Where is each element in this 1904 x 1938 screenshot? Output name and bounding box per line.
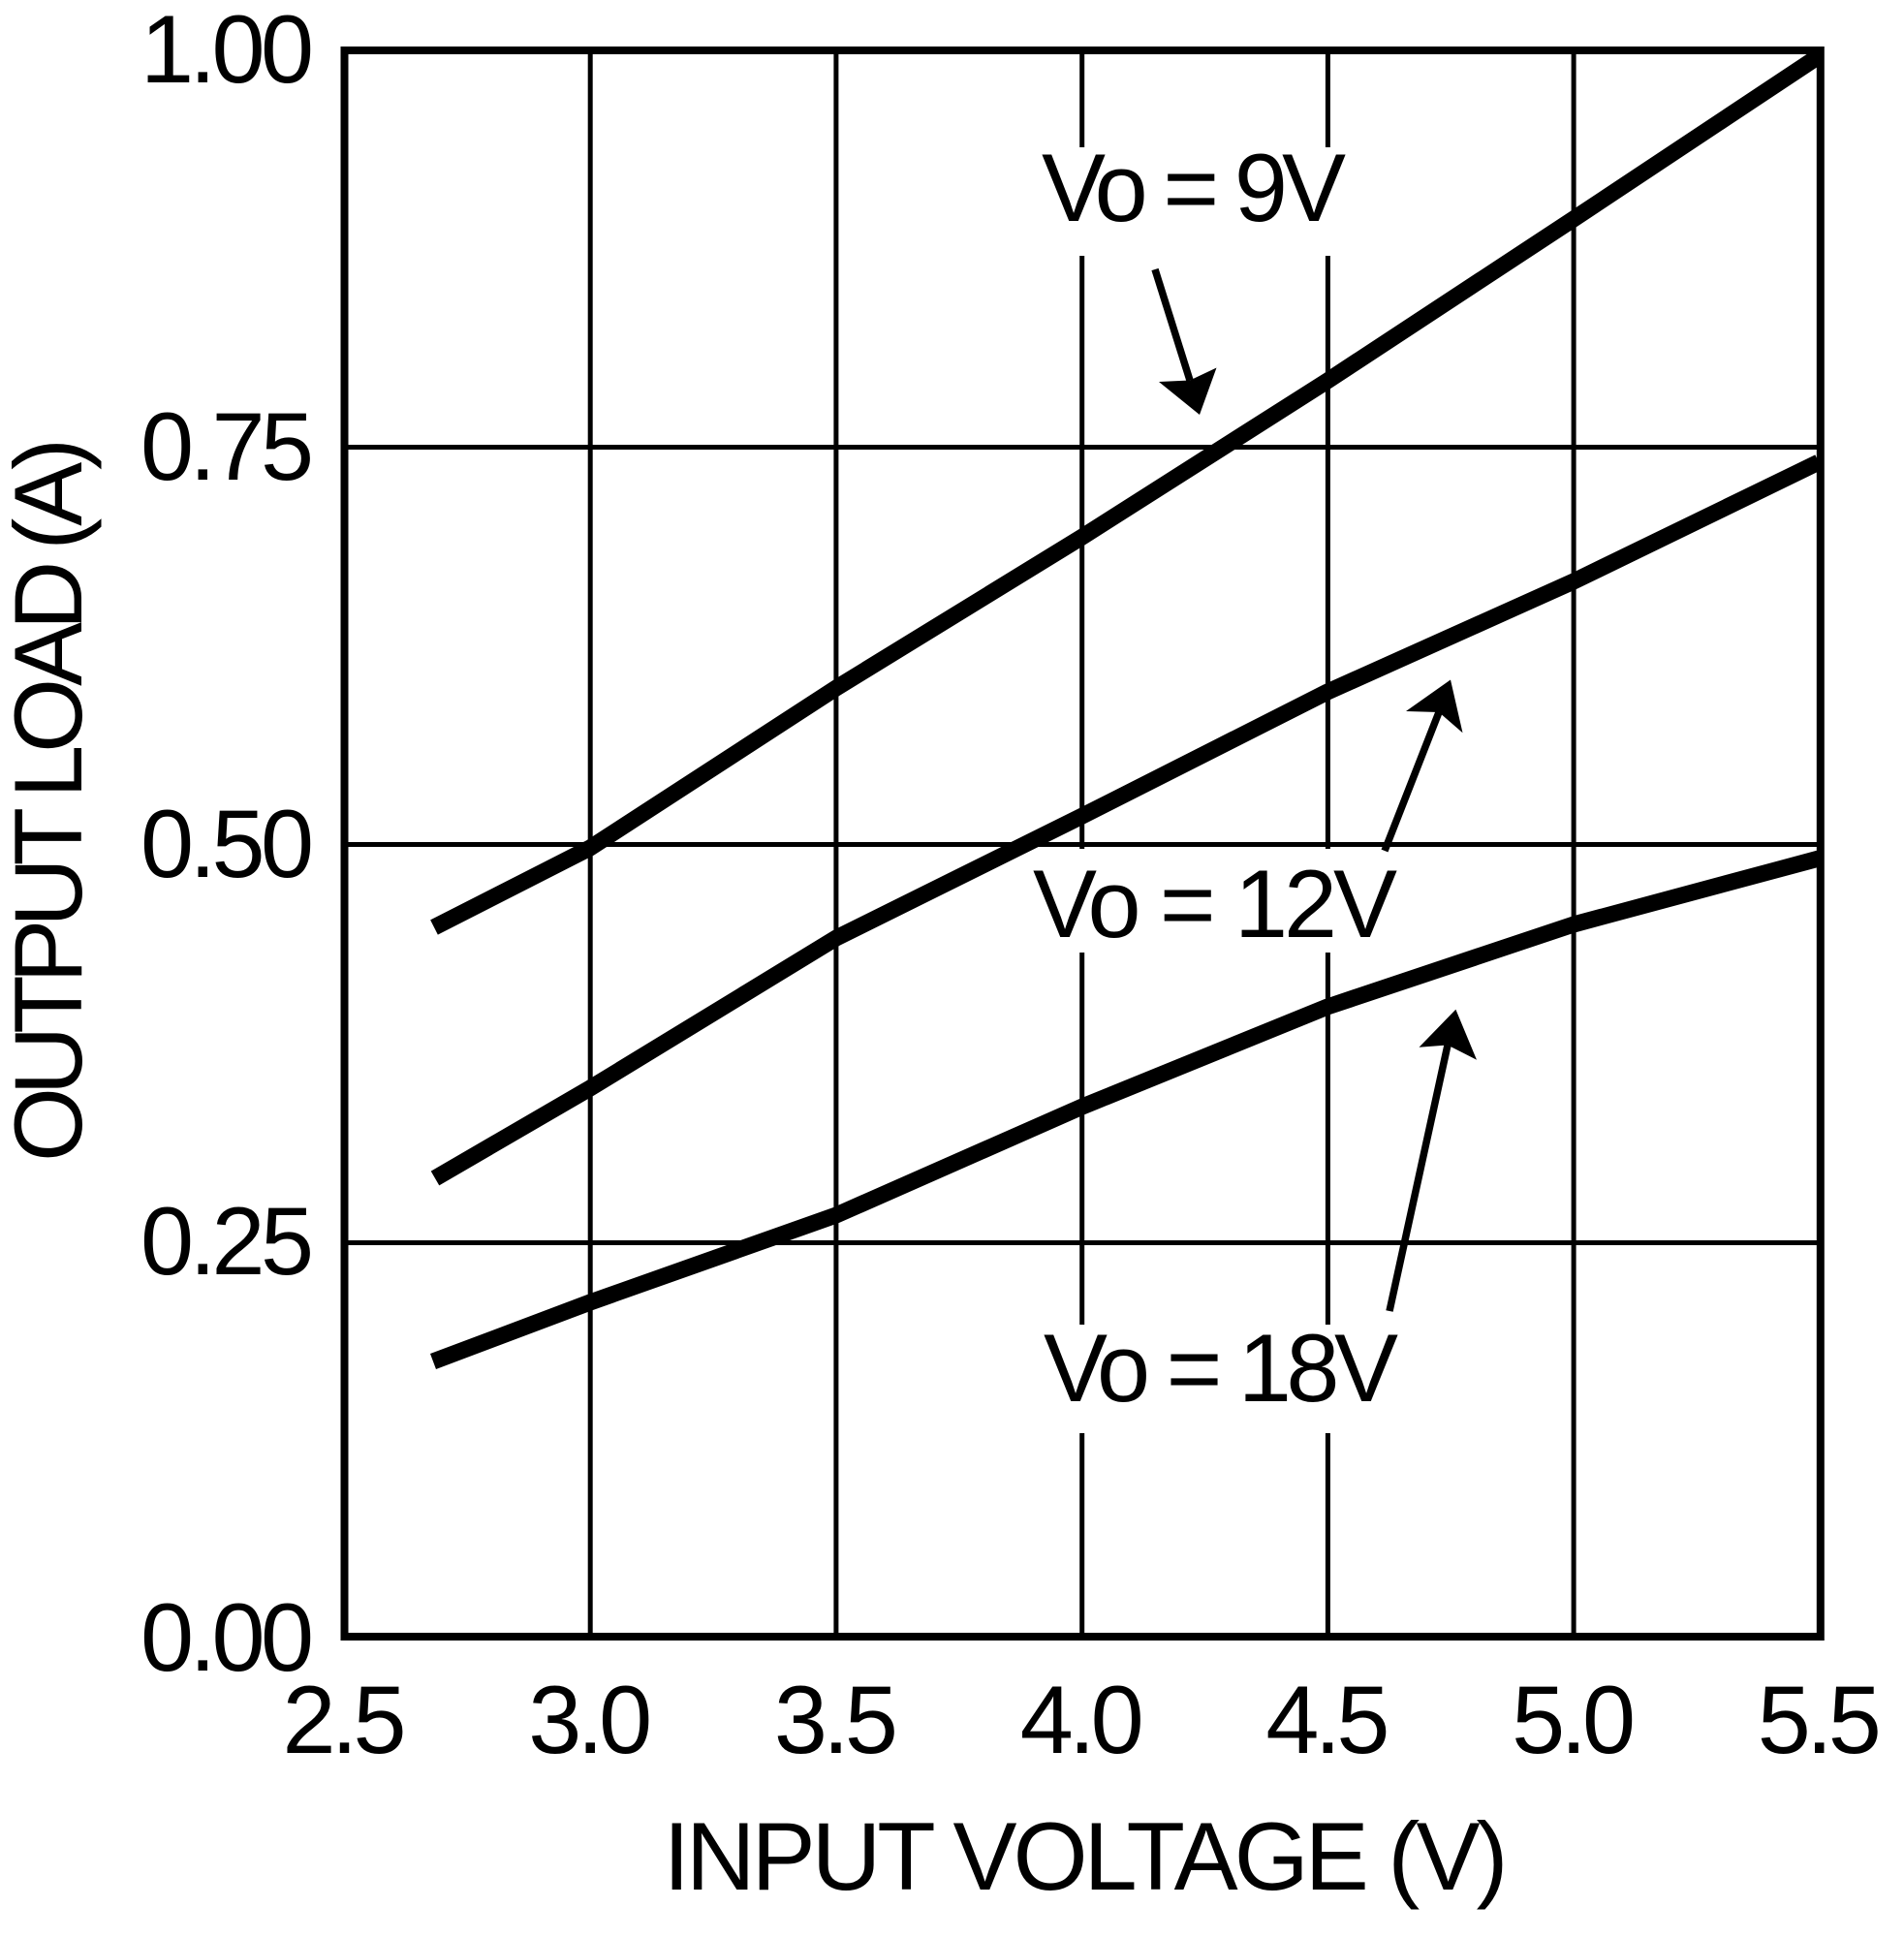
- svg-text:5.0: 5.0: [1512, 1666, 1636, 1773]
- svg-text:Vo = 9V: Vo = 9V: [1042, 134, 1346, 241]
- svg-text:Vo = 18V: Vo = 18V: [1044, 1314, 1398, 1422]
- svg-text:OUTPUT LOAD (A): OUTPUT LOAD (A): [0, 438, 102, 1162]
- svg-text:1.00: 1.00: [140, 0, 314, 103]
- svg-text:4.0: 4.0: [1020, 1666, 1144, 1773]
- svg-text:0.25: 0.25: [140, 1187, 314, 1295]
- svg-text:0.50: 0.50: [140, 790, 314, 897]
- svg-text:INPUT VOLTAGE (V): INPUT VOLTAGE (V): [664, 1802, 1509, 1910]
- svg-text:3.5: 3.5: [774, 1666, 898, 1773]
- svg-text:3.0: 3.0: [528, 1666, 652, 1773]
- svg-text:0.75: 0.75: [140, 392, 314, 500]
- svg-text:Vo = 12V: Vo = 12V: [1033, 850, 1397, 957]
- svg-text:4.5: 4.5: [1265, 1666, 1389, 1773]
- svg-text:2.5: 2.5: [283, 1666, 407, 1773]
- svg-text:0.00: 0.00: [140, 1583, 314, 1691]
- svg-text:5.5: 5.5: [1758, 1666, 1882, 1773]
